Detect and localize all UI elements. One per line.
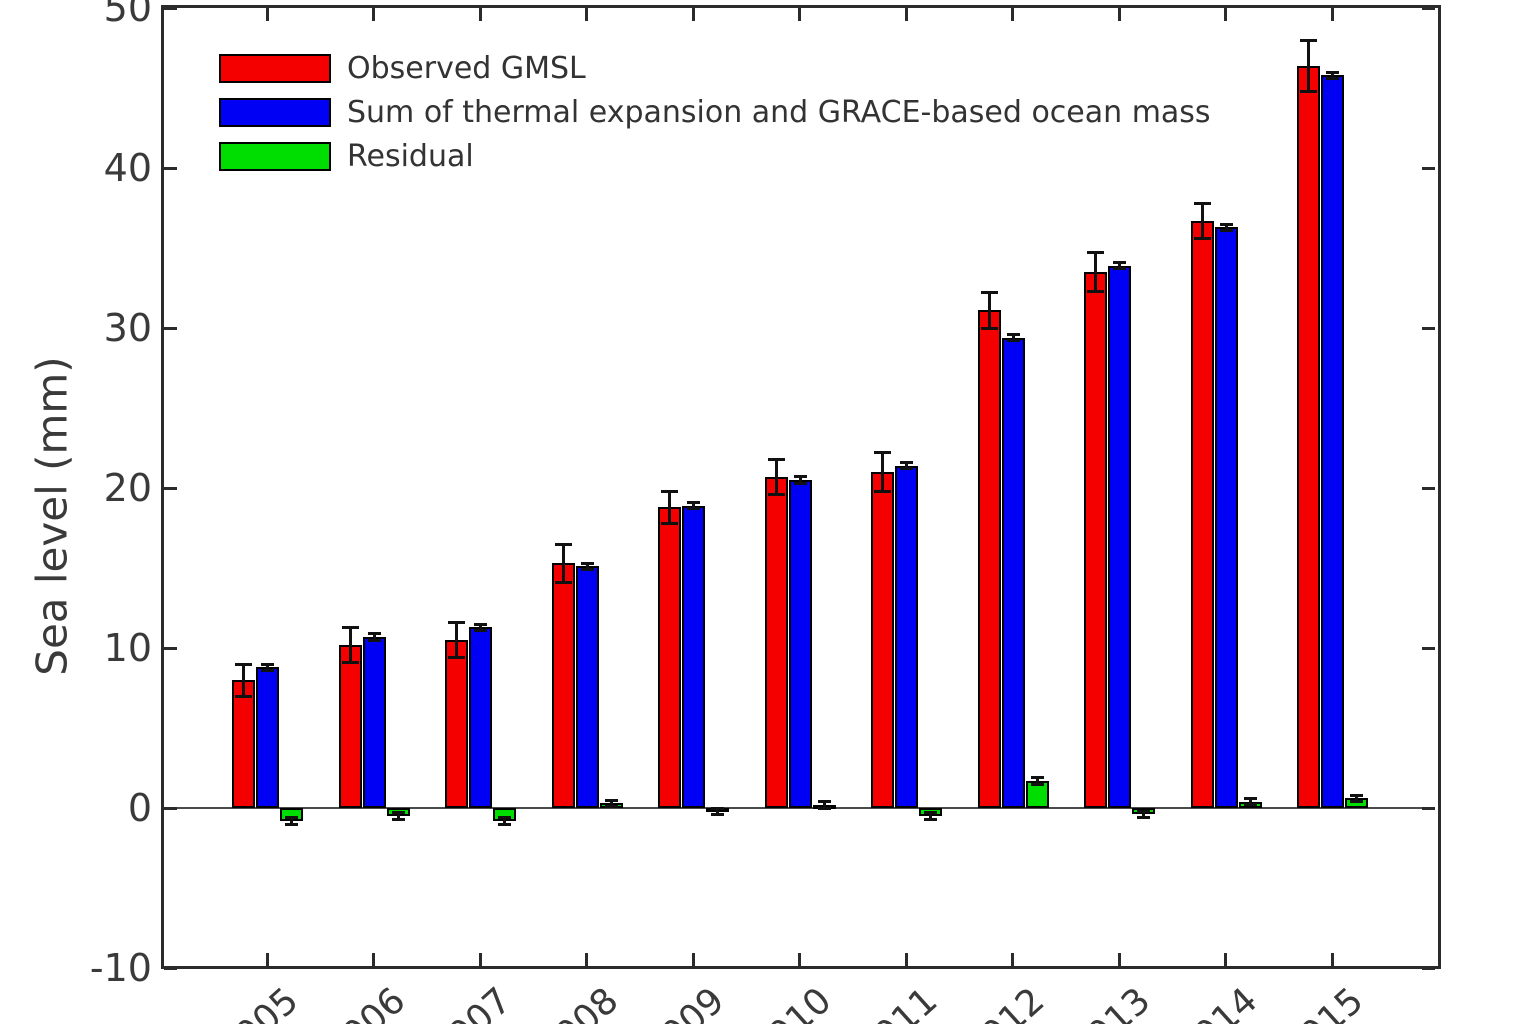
y-tick-right-30 (1422, 326, 1435, 330)
bar-observed-gmsl-2013 (1084, 272, 1107, 808)
legend-label-residual: Residual (347, 139, 474, 174)
y-tick-label-30: 30 (103, 306, 152, 350)
y-tick-right--10 (1422, 966, 1435, 970)
x-tick-label-2015: 2015 (1247, 980, 1372, 1024)
bar-observed-gmsl-2007 (445, 640, 468, 808)
y-tick-label-20: 20 (103, 466, 152, 510)
y-tick-label-50: 50 (103, 0, 152, 30)
x-tick-bottom-2011 (904, 953, 908, 966)
bar-observed-gmsl-2014 (1190, 220, 1214, 808)
x-tick-bottom-2008 (585, 953, 588, 966)
x-tick-top-2007 (478, 8, 482, 21)
y-tick-right-20 (1422, 486, 1435, 490)
legend: Observed GMSL Sum of thermal expansion an… (219, 51, 1211, 183)
bar-sum-of-thermal-expansion-and-grace-based-ocean-mass-2013 (1108, 265, 1131, 808)
x-tick-label-2012: 2012 (928, 980, 1053, 1024)
bar-sum-of-thermal-expansion-and-grace-based-ocean-mass-2007 (469, 627, 492, 808)
x-tick-top-2013 (1117, 8, 1121, 21)
y-tick-label--10: -10 (89, 946, 152, 990)
legend-label-observed-gmsl: Observed GMSL (347, 51, 586, 86)
y-tick-label-10: 10 (103, 626, 152, 670)
x-tick-bottom-2006 (372, 953, 375, 966)
x-tick-label-2011: 2011 (821, 980, 946, 1024)
x-tick-top-2005 (265, 8, 269, 21)
x-tick-label-2009: 2009 (608, 980, 733, 1024)
y-tick-left-10 (164, 646, 177, 650)
x-tick-top-2008 (585, 8, 588, 21)
legend-swatch-residual (219, 142, 331, 171)
bar-observed-gmsl-2008 (551, 563, 575, 808)
y-tick-right-50 (1422, 6, 1435, 10)
x-tick-bottom-2015 (1330, 953, 1334, 966)
bar-observed-gmsl-2006 (338, 644, 362, 808)
bar-sum-of-thermal-expansion-and-grace-based-ocean-mass-2011 (895, 465, 918, 808)
y-tick-right-0 (1422, 806, 1435, 810)
y-tick-right-10 (1422, 646, 1435, 650)
bar-observed-gmsl-2010 (764, 476, 788, 808)
bar-observed-gmsl-2011 (871, 472, 894, 808)
y-tick-left-20 (164, 486, 177, 490)
legend-item-observed-gmsl: Observed GMSL (219, 51, 1211, 86)
x-tick-top-2015 (1330, 8, 1334, 21)
y-tick-label-0: 0 (127, 786, 152, 830)
x-tick-top-2010 (798, 8, 801, 21)
y-tick-left-30 (164, 326, 177, 330)
x-tick-label-2006: 2006 (289, 980, 414, 1024)
x-tick-top-2009 (691, 8, 695, 21)
plot-area (161, 5, 1441, 969)
x-tick-bottom-2005 (265, 953, 269, 966)
y-tick-left-0 (164, 806, 177, 810)
bar-sum-of-thermal-expansion-and-grace-based-ocean-mass-2008 (575, 566, 599, 808)
x-tick-top-2011 (904, 8, 908, 21)
bar-observed-gmsl-2012 (977, 310, 1001, 808)
x-tick-bottom-2014 (1224, 953, 1227, 966)
x-tick-top-2012 (1011, 8, 1014, 21)
x-tick-bottom-2010 (798, 953, 801, 966)
bar-sum-of-thermal-expansion-and-grace-based-ocean-mass-2012 (1001, 337, 1025, 808)
bar-observed-gmsl-2009 (658, 507, 681, 808)
legend-label-sum-of-thermal-expansion-and-grace-based-ocean-mass: Sum of thermal expansion and GRACE-based… (347, 95, 1211, 130)
x-tick-label-2008: 2008 (502, 980, 627, 1024)
bar-observed-gmsl-2015 (1297, 65, 1320, 808)
bar-observed-gmsl-2005 (232, 680, 255, 808)
legend-swatch-sum-of-thermal-expansion-and-grace-based-ocean-mass (219, 98, 331, 127)
bar-sum-of-thermal-expansion-and-grace-based-ocean-mass-2014 (1214, 227, 1238, 808)
y-tick-left-50 (164, 6, 177, 10)
y-tick-right-40 (1422, 166, 1435, 170)
y-tick-left--10 (164, 966, 177, 970)
bar-sum-of-thermal-expansion-and-grace-based-ocean-mass-2009 (682, 505, 705, 808)
x-tick-top-2006 (372, 8, 375, 21)
legend-swatch-observed-gmsl (219, 54, 331, 83)
x-tick-label-2007: 2007 (395, 980, 520, 1024)
x-tick-bottom-2013 (1117, 953, 1121, 966)
bar-sum-of-thermal-expansion-and-grace-based-ocean-mass-2006 (362, 636, 386, 808)
x-tick-top-2014 (1224, 8, 1227, 21)
x-tick-label-2010: 2010 (715, 980, 840, 1024)
x-tick-bottom-2012 (1011, 953, 1014, 966)
y-tick-label-40: 40 (103, 146, 152, 190)
x-tick-bottom-2007 (478, 953, 482, 966)
legend-item-sum-of-thermal-expansion-and-grace-based-ocean-mass: Sum of thermal expansion and GRACE-based… (219, 95, 1211, 130)
legend-item-residual: Residual (219, 139, 1211, 174)
x-tick-label-2005: 2005 (182, 980, 307, 1024)
y-tick-left-40 (164, 166, 177, 170)
bar-sum-of-thermal-expansion-and-grace-based-ocean-mass-2005 (256, 667, 279, 808)
bar-sum-of-thermal-expansion-and-grace-based-ocean-mass-2010 (788, 480, 812, 808)
bar-sum-of-thermal-expansion-and-grace-based-ocean-mass-2015 (1321, 75, 1344, 808)
x-tick-bottom-2009 (691, 953, 695, 966)
zero-baseline (164, 807, 1435, 809)
x-tick-label-2013: 2013 (1034, 980, 1159, 1024)
x-tick-label-2014: 2014 (1141, 980, 1266, 1024)
